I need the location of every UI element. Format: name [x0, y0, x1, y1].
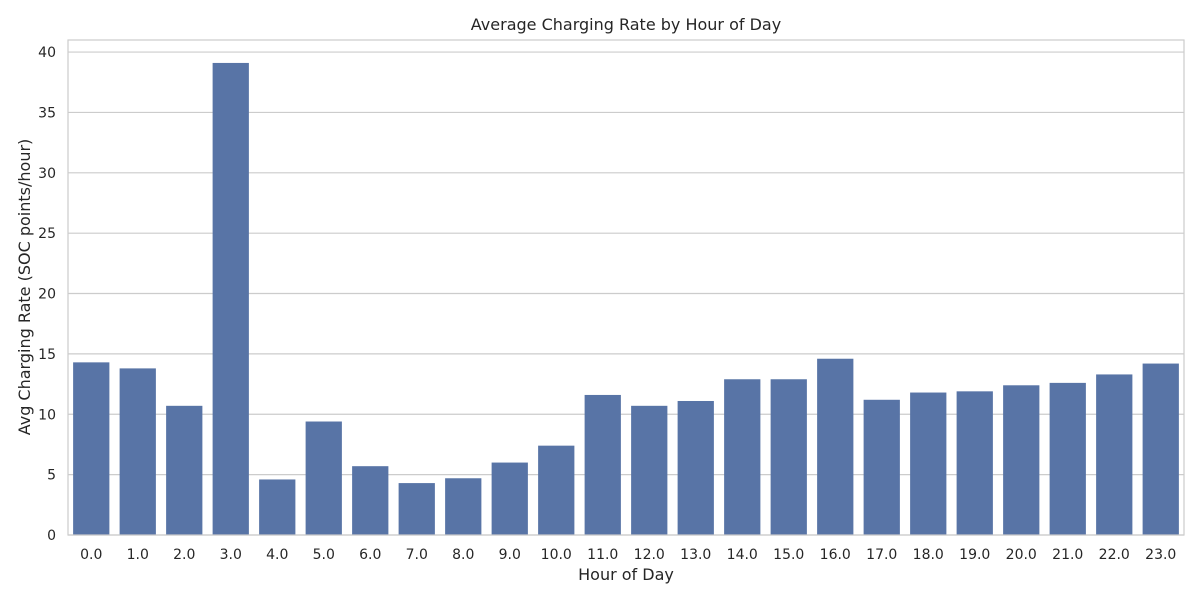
y-tick-labels: 0 5 10 15 20 25 30 35 40 [38, 45, 56, 544]
x-tick-label: 14.0 [727, 547, 758, 563]
x-tick-label: 3.0 [220, 547, 242, 563]
x-tick-label: 8.0 [452, 547, 474, 563]
bar-hour-13.0 [677, 400, 714, 535]
x-tick-label: 18.0 [913, 547, 944, 563]
bar-hour-18.0 [910, 392, 947, 535]
y-tick-label: 20 [38, 287, 56, 303]
x-tick-label: 6.0 [359, 547, 381, 563]
bar-hour-11.0 [584, 394, 621, 535]
bar-hour-10.0 [538, 445, 575, 535]
bar-hour-17.0 [863, 399, 900, 535]
x-tick-label: 21.0 [1052, 547, 1083, 563]
x-tick-label: 13.0 [680, 547, 711, 563]
bar-hour-23.0 [1142, 363, 1179, 535]
bar-hour-15.0 [770, 379, 807, 535]
x-tick-label: 20.0 [1006, 547, 1037, 563]
chart-title: Average Charging Rate by Hour of Day [471, 15, 781, 34]
x-tick-label: 10.0 [541, 547, 572, 563]
y-tick-label: 10 [38, 407, 56, 423]
bar-hour-4.0 [259, 479, 296, 535]
x-tick-label: 11.0 [587, 547, 618, 563]
x-tick-label: 19.0 [959, 547, 990, 563]
y-tick-label: 25 [38, 226, 56, 242]
bar-hour-6.0 [352, 466, 389, 535]
x-tick-label: 2.0 [173, 547, 195, 563]
bar-hour-9.0 [491, 462, 528, 535]
y-axis-label: Avg Charging Rate (SOC points/hour) [15, 139, 34, 436]
bar-hour-14.0 [724, 379, 761, 535]
x-tick-label: 5.0 [313, 547, 335, 563]
bar-hour-3.0 [212, 62, 249, 535]
y-tick-label: 0 [47, 528, 56, 544]
bar-hour-8.0 [445, 478, 482, 535]
bar-hour-7.0 [398, 483, 435, 535]
y-tick-label: 5 [47, 468, 56, 484]
bar-hour-5.0 [305, 421, 342, 535]
bar-hour-21.0 [1049, 382, 1086, 535]
x-axis-label: Hour of Day [578, 565, 674, 584]
bar-hour-0.0 [73, 362, 110, 535]
bar-hour-2.0 [166, 405, 203, 535]
x-tick-label: 15.0 [773, 547, 804, 563]
x-tick-label: 4.0 [266, 547, 288, 563]
axes-frame [67, 39, 1185, 536]
bar-hour-16.0 [817, 358, 854, 535]
bar-hour-22.0 [1096, 374, 1133, 535]
x-tick-label: 12.0 [634, 547, 665, 563]
y-tick-label: 40 [38, 45, 56, 61]
x-tick-label: 0.0 [80, 547, 102, 563]
x-tick-label: 16.0 [820, 547, 851, 563]
bars [73, 62, 1179, 535]
bar-hour-1.0 [119, 368, 156, 535]
y-tick-label: 15 [38, 347, 56, 363]
bar-hour-12.0 [631, 405, 668, 535]
bar-hour-20.0 [1003, 385, 1040, 535]
x-tick-labels: 0.0 1.0 2.0 3.0 4.0 5.0 6.0 7.0 8.0 9.0 10.0 11.0 12… [80, 547, 1176, 563]
x-tick-label: 1.0 [127, 547, 149, 563]
x-tick-label: 22.0 [1099, 547, 1130, 563]
grid-lines [68, 51, 1184, 536]
bar-hour-19.0 [956, 391, 993, 535]
y-tick-label: 30 [38, 166, 56, 182]
x-tick-label: 17.0 [866, 547, 897, 563]
y-tick-label: 35 [38, 105, 56, 121]
x-tick-label: 7.0 [406, 547, 428, 563]
x-tick-label: 23.0 [1145, 547, 1176, 563]
x-tick-label: 9.0 [499, 547, 521, 563]
